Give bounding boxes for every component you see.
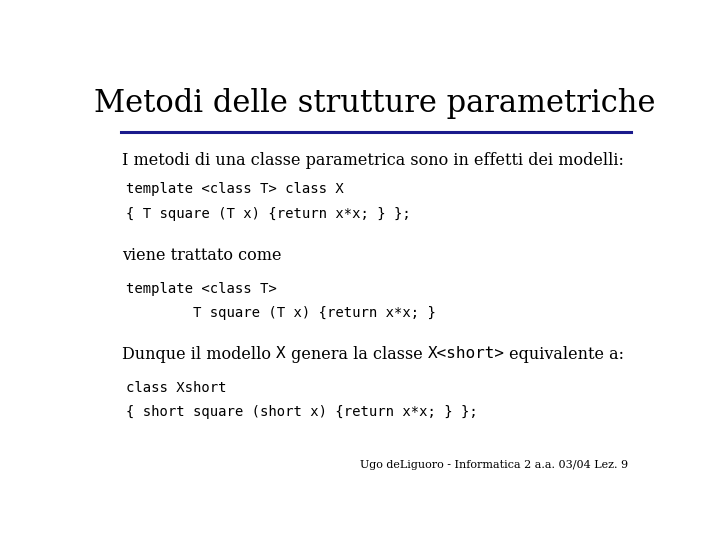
Text: X: X bbox=[276, 346, 286, 361]
Text: T square (T x) {return x*x; }: T square (T x) {return x*x; } bbox=[126, 306, 436, 320]
Text: { short square (short x) {return x*x; } };: { short square (short x) {return x*x; } … bbox=[126, 406, 478, 420]
Text: template <class T> class X: template <class T> class X bbox=[126, 183, 344, 197]
Text: X<short>: X<short> bbox=[428, 346, 505, 361]
Text: I metodi di una classe parametrica sono in effetti dei modelli:: I metodi di una classe parametrica sono … bbox=[122, 152, 624, 169]
Text: genera la classe: genera la classe bbox=[286, 346, 428, 363]
Text: { T square (T x) {return x*x; } };: { T square (T x) {return x*x; } }; bbox=[126, 207, 411, 220]
Text: equivalente a:: equivalente a: bbox=[505, 346, 624, 363]
Text: class Xshort: class Xshort bbox=[126, 381, 227, 395]
Text: Metodi delle strutture parametriche: Metodi delle strutture parametriche bbox=[94, 87, 655, 119]
Text: template <class T>: template <class T> bbox=[126, 282, 277, 296]
Text: viene trattato come: viene trattato come bbox=[122, 246, 282, 264]
Text: Dunque il modello: Dunque il modello bbox=[122, 346, 276, 363]
Text: Ugo deLiguoro - Informatica 2 a.a. 03/04 Lez. 9: Ugo deLiguoro - Informatica 2 a.a. 03/04… bbox=[360, 460, 629, 470]
